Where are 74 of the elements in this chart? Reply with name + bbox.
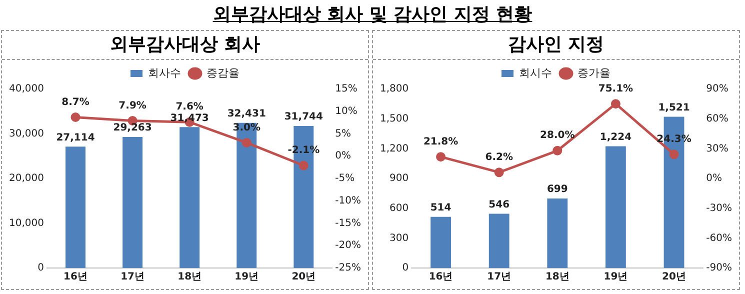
y-tick-label: 1,800	[380, 84, 409, 95]
y2-tick-label: -90%	[706, 262, 732, 274]
x-tick-label: 20년	[662, 272, 686, 283]
data-label: 32,431	[227, 108, 266, 120]
data-label: 31,473	[170, 112, 209, 124]
point	[436, 152, 446, 162]
data-label: 7.9%	[118, 100, 146, 112]
data-label: 21.8%	[423, 136, 458, 148]
y2-tick-label: 0%	[706, 173, 722, 184]
data-label: 31,744	[284, 112, 323, 123]
data-label: 699	[546, 184, 568, 196]
legend-label: 회시수	[519, 66, 552, 80]
point	[298, 160, 308, 170]
y-tick-label: 1,200	[380, 143, 409, 154]
data-label: 8.7%	[62, 96, 90, 108]
y-tick-label: 0	[38, 262, 44, 274]
x-tick-label: 19년	[604, 272, 628, 283]
y-tick-label: 20,000	[8, 173, 44, 184]
y-tick-label: 30,000	[8, 128, 44, 140]
x-tick-label: 16년	[428, 272, 453, 283]
x-tick-label: 18년	[545, 272, 570, 283]
data-label: 75.1%	[598, 83, 634, 94]
x-tick-label: 18년	[178, 272, 202, 283]
y-tick-label: 1,500	[380, 113, 409, 124]
legend-label: 회사수	[148, 66, 181, 80]
y2-tick-label: 5%	[335, 128, 352, 140]
y2-tick-label: -25%	[335, 262, 362, 274]
bar	[488, 214, 510, 268]
y2-tick-label: -15%	[335, 218, 362, 229]
data-label: 546	[488, 199, 510, 210]
x-tick-label: 16년	[64, 272, 88, 283]
x-tick-label: 19년	[234, 272, 259, 283]
y2-tick-label: -10%	[335, 195, 362, 206]
y2-tick-label: -60%	[706, 232, 732, 244]
data-label: 28.0%	[540, 130, 575, 142]
point	[70, 112, 80, 122]
y-tick-label: 0	[402, 262, 409, 274]
data-label: 6.2%	[485, 152, 513, 163]
bar	[606, 146, 626, 268]
point	[669, 150, 679, 160]
y2-tick-label: 90%	[706, 84, 728, 95]
data-label: 514	[430, 202, 452, 214]
y2-tick-label: 10%	[335, 106, 358, 117]
data-label: 7.6%	[176, 102, 204, 113]
data-label: 1,521	[658, 102, 690, 114]
point	[610, 99, 620, 109]
y-tick-label: 600	[390, 202, 409, 214]
x-tick-label: 17년	[487, 272, 512, 283]
y2-tick-label: -30%	[706, 202, 732, 214]
y2-tick-label: 0%	[335, 150, 352, 162]
y2-tick-label: 30%	[706, 143, 728, 154]
x-tick-label: 20년	[292, 272, 316, 283]
x-tick-label: 17년	[120, 272, 145, 283]
y2-tick-label: 15%	[335, 84, 358, 95]
y-tick-label: 900	[390, 173, 409, 184]
y2-tick-label: -5%	[335, 173, 355, 184]
bar	[430, 216, 451, 268]
data-label: 29,263	[113, 122, 152, 134]
chart-title: 감사인 지정	[373, 31, 739, 60]
legend-label: 증가율	[578, 66, 610, 80]
data-label: 1,224	[600, 132, 632, 143]
y2-tick-label: -20%	[335, 240, 362, 252]
data-label: 27,114	[56, 132, 95, 144]
y-tick-label: 40,000	[8, 84, 44, 95]
point	[494, 168, 504, 178]
point	[552, 146, 562, 156]
y-tick-label: 300	[390, 232, 409, 244]
y2-tick-label: 60%	[706, 113, 728, 124]
point	[242, 138, 252, 148]
chart-subtitle: 외부감사대상 회사	[2, 31, 368, 60]
text: 외부감사대상 회사 및 감사인 지정 현황	[212, 3, 534, 27]
bar	[547, 198, 568, 268]
legend-label: 증감율	[206, 66, 240, 80]
y-tick-label: 10,000	[8, 218, 44, 229]
